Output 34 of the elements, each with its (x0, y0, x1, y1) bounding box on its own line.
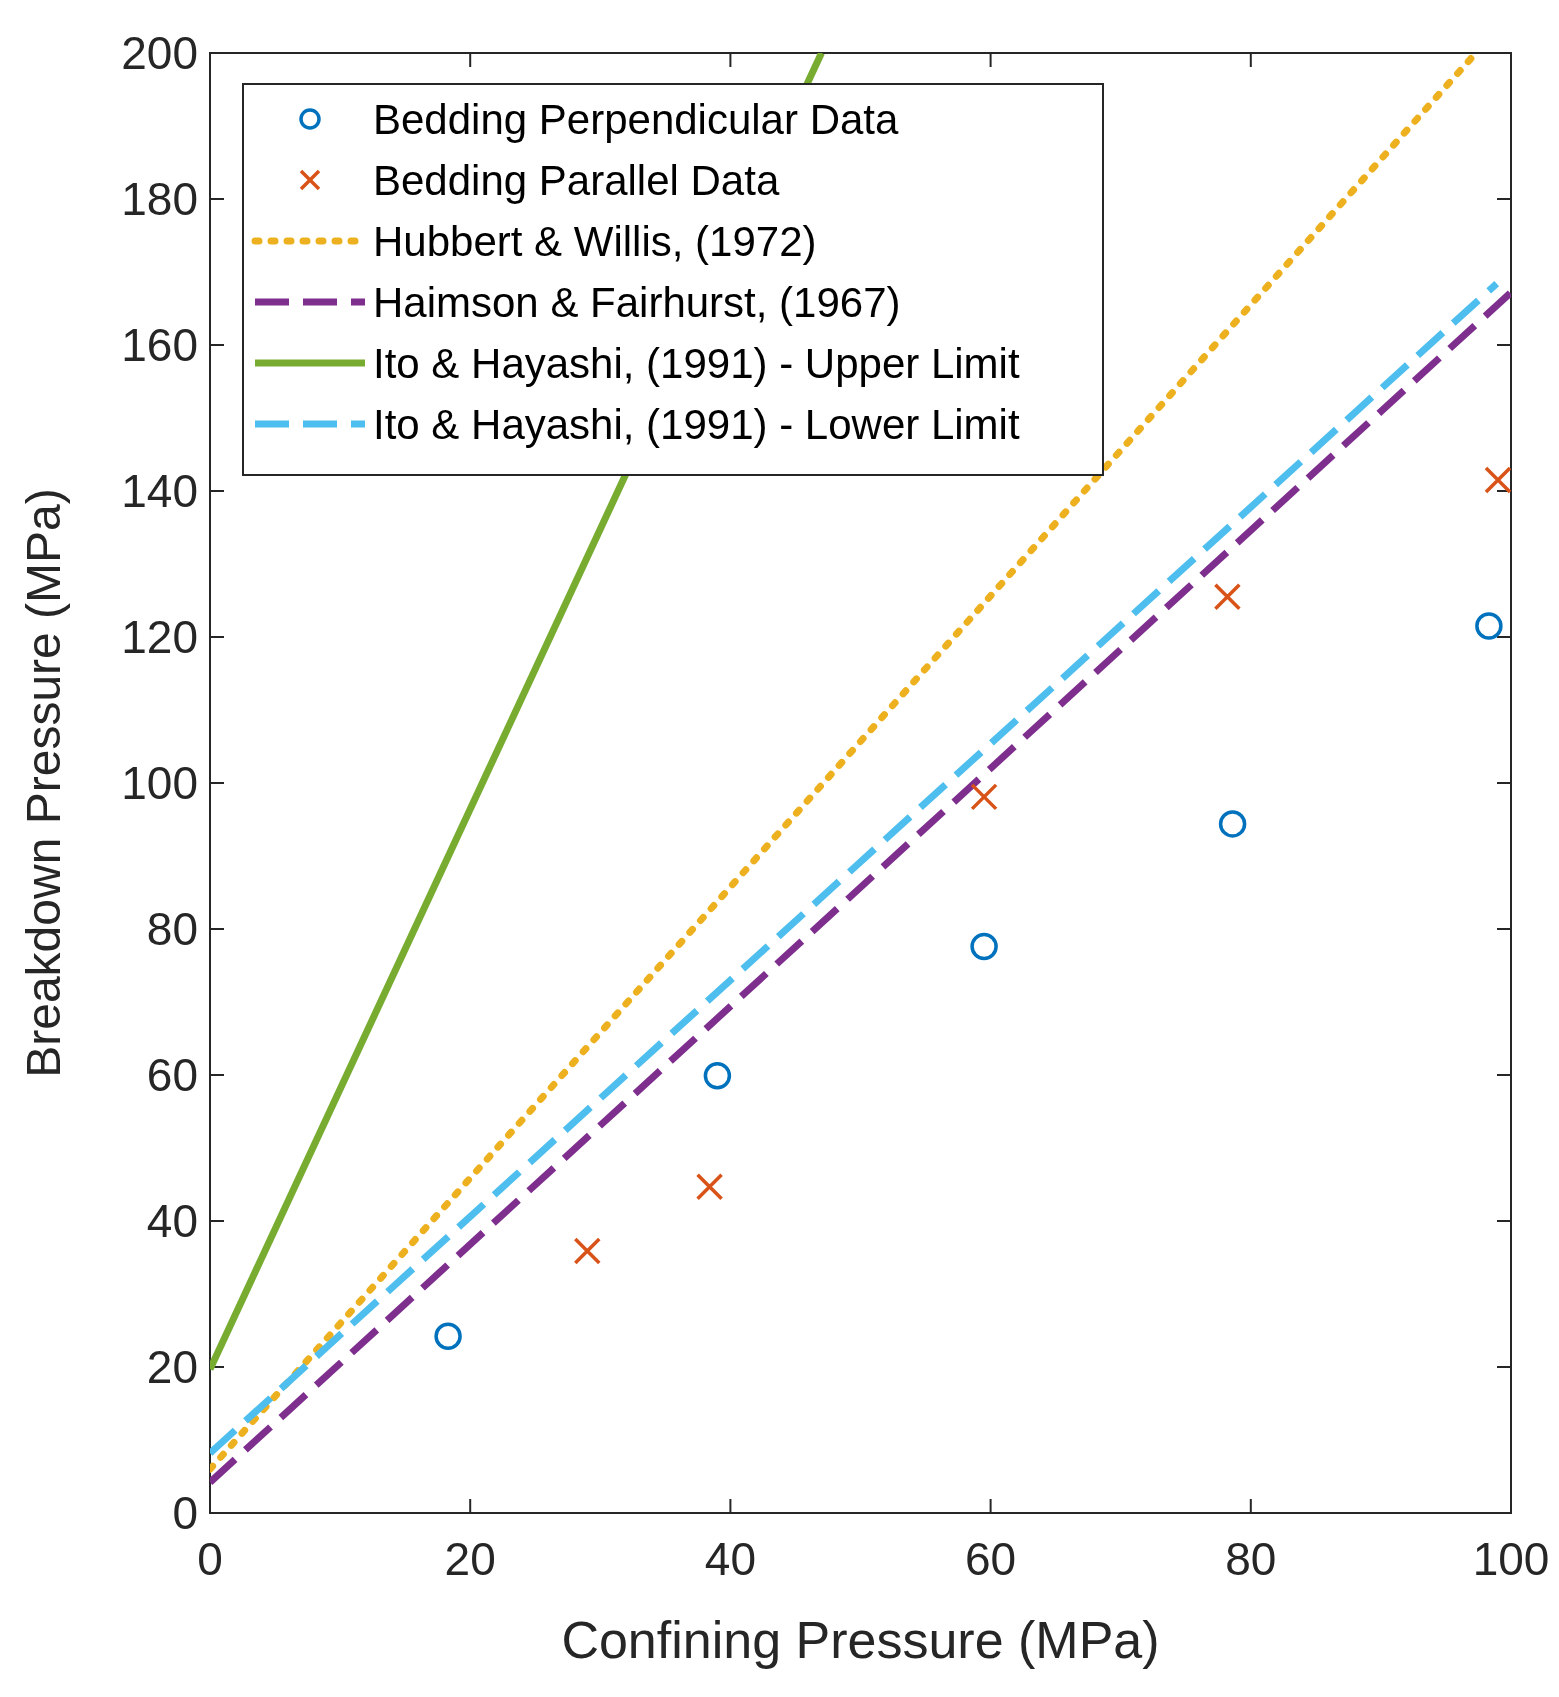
x-axis-title: Confining Pressure (MPa) (561, 1611, 1160, 1669)
legend-label: Bedding Parallel Data (373, 157, 780, 204)
point (1213, 583, 1242, 611)
point (434, 1322, 462, 1351)
y-tick-label: 140 (121, 465, 198, 517)
y-tick-label: 60 (146, 1049, 198, 1101)
point (703, 1061, 732, 1090)
point (1218, 810, 1247, 838)
x-tick-label: 100 (1472, 1533, 1550, 1585)
y-tick-label: 120 (121, 611, 198, 663)
x-tick-label: 40 (704, 1533, 756, 1585)
point (1475, 612, 1503, 640)
legend-label: Bedding Perpendicular Data (373, 96, 899, 143)
legend-label: Hubbert & Willis, (1972) (373, 218, 817, 265)
point (573, 1237, 602, 1265)
y-tick-label: 20 (146, 1341, 198, 1393)
x-tick-label: 60 (965, 1533, 1017, 1585)
point (695, 1172, 724, 1201)
y-tick-label: 200 (121, 27, 198, 79)
legend-label: Haimson & Fairhurst, (1967) (373, 279, 901, 326)
legend-label: Ito & Hayashi, (1991) - Lower Limit (373, 401, 1020, 448)
y-axis-title: Breakdown Pressure (MPa) (17, 488, 70, 1078)
point (970, 932, 998, 961)
y-tick-label: 100 (121, 757, 198, 809)
point (1484, 466, 1512, 494)
y-tick-label: 80 (146, 903, 198, 955)
x-tick-label: 20 (444, 1533, 496, 1585)
y-tick-label: 160 (121, 319, 198, 371)
legend-label: Ito & Hayashi, (1991) - Upper Limit (373, 340, 1020, 387)
point (970, 783, 998, 811)
y-tick-label: 180 (121, 173, 198, 225)
x-tick-label: 80 (1225, 1533, 1277, 1585)
y-tick-label: 40 (146, 1195, 198, 1247)
y-tick-label: 0 (172, 1487, 198, 1539)
